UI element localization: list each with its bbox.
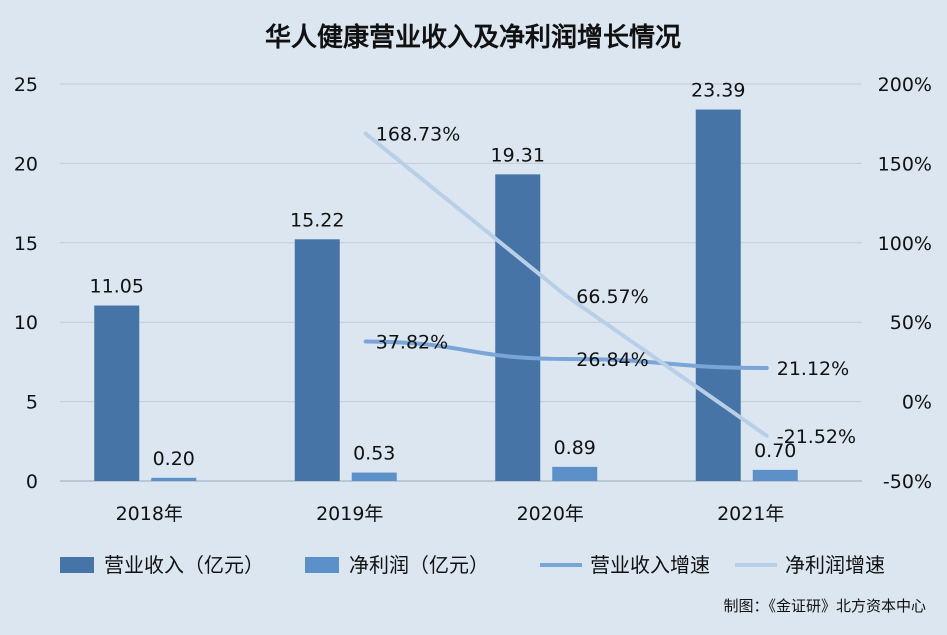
right-tick-label: 50% bbox=[890, 312, 932, 334]
right-tick-label: 100% bbox=[878, 233, 932, 255]
legend-swatch bbox=[305, 557, 339, 573]
revenue-bar-label: 23.39 bbox=[691, 80, 745, 102]
legend-label: 营业收入增速 bbox=[590, 553, 710, 577]
profit-bar-label: 0.89 bbox=[554, 437, 596, 459]
gridlines bbox=[60, 83, 862, 482]
profit-growth-label: 168.73% bbox=[376, 124, 461, 146]
legend-swatch bbox=[60, 557, 94, 573]
legend-label: 净利润（亿元） bbox=[349, 553, 489, 577]
profit-bar bbox=[752, 469, 798, 481]
profit-bar-label: 0.20 bbox=[153, 448, 195, 470]
right-tick-label: -50% bbox=[883, 471, 932, 493]
right-axis-ticks: -50% 0% 50% 100% 150% 200% bbox=[878, 74, 932, 493]
revenue-bar-label: 15.22 bbox=[290, 209, 344, 231]
data-labels: 11.05 15.22 19.31 23.39 0.20 0.53 0.89 0.70 37.8… bbox=[90, 80, 857, 470]
revenue-growth-label: 21.12% bbox=[777, 358, 849, 380]
legend: 营业收入（亿元） 净利润（亿元） 营业收入增速 净利润增速 bbox=[60, 553, 885, 577]
profit-bar-label: 0.70 bbox=[754, 440, 796, 462]
bars bbox=[94, 109, 798, 482]
left-tick-label: 15 bbox=[14, 233, 38, 255]
profit-growth-line bbox=[363, 131, 769, 438]
legend-label: 营业收入（亿元） bbox=[104, 553, 264, 577]
right-tick-label: 0% bbox=[902, 392, 932, 414]
revenue-bar bbox=[695, 109, 741, 481]
profit-bar bbox=[151, 477, 197, 481]
left-tick-label: 10 bbox=[14, 312, 38, 334]
revenue-bar bbox=[495, 174, 541, 482]
x-tick-label: 2019年 bbox=[316, 503, 383, 525]
revenue-growth-label: 26.84% bbox=[576, 349, 648, 371]
revenue-bar bbox=[294, 239, 340, 481]
profit-bar bbox=[351, 472, 397, 481]
profit-bar bbox=[552, 466, 598, 481]
left-tick-label: 0 bbox=[26, 471, 38, 493]
source-note: 制图：《金证研》北方资本中心 bbox=[723, 597, 926, 615]
x-axis-ticks: 2018年 2019年 2020年 2021年 bbox=[116, 503, 785, 525]
right-tick-label: 200% bbox=[878, 74, 932, 96]
revenue-growth-label: 37.82% bbox=[376, 332, 448, 354]
x-tick-label: 2018年 bbox=[116, 503, 183, 525]
revenue-growth-line bbox=[363, 339, 769, 371]
profit-growth-label: 66.57% bbox=[576, 286, 648, 308]
revenue-bar-label: 11.05 bbox=[90, 276, 144, 298]
x-tick-label: 2021年 bbox=[717, 503, 784, 525]
chart-title: 华人健康营业收入及净利润增长情况 bbox=[265, 22, 681, 53]
left-tick-label: 20 bbox=[14, 153, 38, 175]
legend-label: 净利润增速 bbox=[785, 553, 885, 577]
left-tick-label: 25 bbox=[14, 74, 38, 96]
right-tick-label: 150% bbox=[878, 153, 932, 175]
x-tick-label: 2020年 bbox=[517, 503, 584, 525]
revenue-bar-label: 19.31 bbox=[491, 144, 545, 166]
left-tick-label: 5 bbox=[26, 392, 38, 414]
revenue-bar bbox=[94, 305, 140, 481]
profit-bar-label: 0.53 bbox=[353, 443, 395, 465]
left-axis-ticks: 0 5 10 15 20 25 bbox=[14, 74, 38, 493]
growth-lines bbox=[363, 131, 769, 438]
profit-growth-label: -21.52% bbox=[777, 426, 856, 448]
